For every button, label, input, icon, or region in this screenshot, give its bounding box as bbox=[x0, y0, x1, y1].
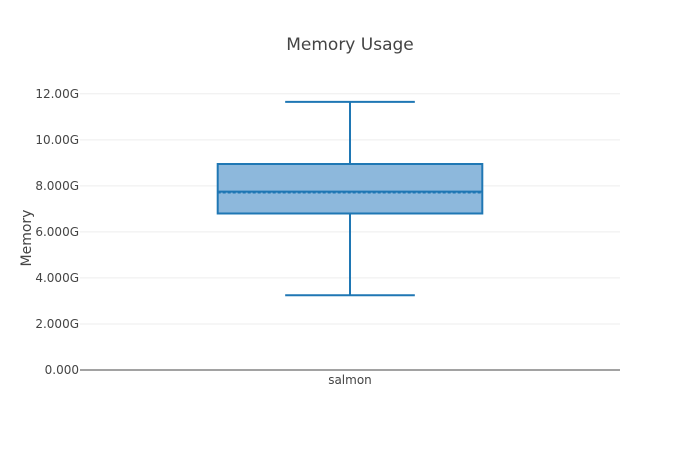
box-layer bbox=[216, 100, 484, 297]
y-tick-label: 8.000G bbox=[35, 179, 79, 193]
interquartile-box bbox=[216, 163, 484, 215]
chart-title: Memory Usage bbox=[286, 35, 414, 55]
y-tick-label: 6.000G bbox=[35, 225, 79, 239]
y-tick-label: 2.000G bbox=[35, 317, 79, 331]
box-salmon bbox=[216, 100, 484, 297]
y-tick-label: 10.00G bbox=[35, 133, 79, 147]
x-tick-label: salmon bbox=[328, 373, 372, 387]
y-tick-label: 12.00G bbox=[35, 87, 79, 101]
y-tick-label: 0.000 bbox=[45, 363, 79, 377]
y-tick-label: 4.000G bbox=[35, 271, 79, 285]
y-axis-ticks: 0.000 2.000G 4.000G 6.000G 8.000G 10.00G 12.00… bbox=[35, 87, 79, 377]
y-axis-label: Memory bbox=[19, 210, 35, 267]
x-axis-ticks: salmon bbox=[328, 373, 372, 387]
